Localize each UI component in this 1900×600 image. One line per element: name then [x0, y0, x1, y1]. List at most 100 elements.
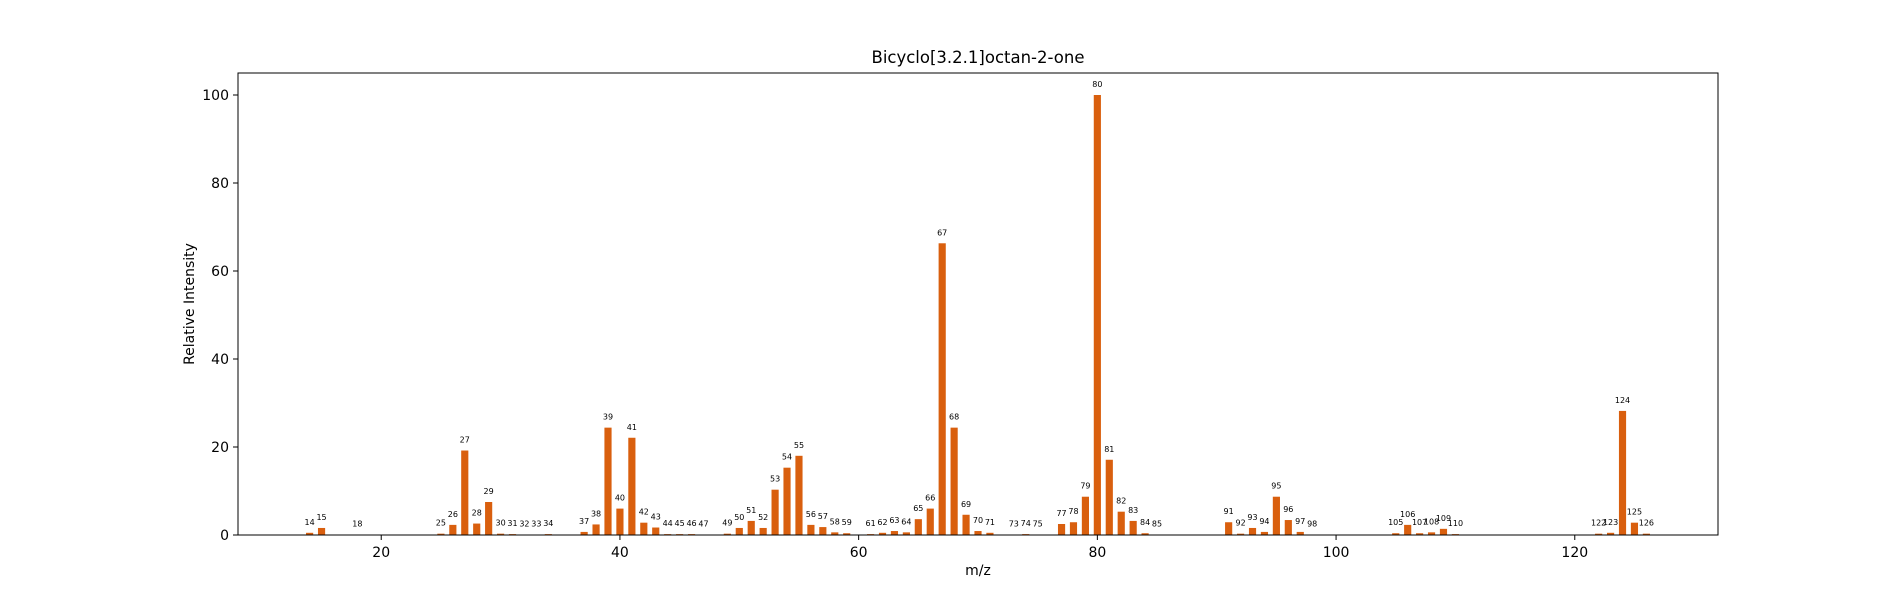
- bar-mz-94: [1260, 531, 1269, 535]
- x-tick-label: 80: [1088, 545, 1106, 561]
- bar-mz-25: [437, 533, 445, 535]
- bar-mz-70: [974, 531, 982, 535]
- bar-mz-82: [1117, 511, 1125, 535]
- data-label-mz-37: 37: [579, 517, 589, 526]
- data-label-mz-28: 28: [472, 509, 482, 518]
- data-label-mz-50: 50: [734, 513, 744, 522]
- bar-mz-59: [843, 533, 851, 535]
- bar-mz-68: [950, 427, 958, 535]
- data-label-mz-44: 44: [663, 519, 673, 528]
- bar-mz-55: [795, 455, 803, 535]
- bar-mz-50: [735, 527, 743, 535]
- data-label-mz-47: 47: [698, 520, 708, 529]
- y-tick-label: 40: [211, 352, 229, 368]
- bar-mz-64: [902, 532, 910, 535]
- data-label-mz-39: 39: [603, 413, 613, 422]
- data-label-mz-58: 58: [830, 517, 840, 526]
- bar-mz-108: [1427, 532, 1436, 535]
- data-label-mz-33: 33: [531, 520, 541, 529]
- y-tick-label: 60: [211, 264, 229, 280]
- bar-mz-80: [1093, 95, 1101, 535]
- bar-mz-14: [306, 532, 314, 535]
- data-label-mz-108: 108: [1424, 517, 1439, 526]
- bar-mz-38: [592, 524, 600, 535]
- data-label-mz-85: 85: [1152, 520, 1162, 529]
- x-tick-label: 60: [850, 545, 868, 561]
- data-label-mz-27: 27: [460, 436, 470, 445]
- data-label-mz-52: 52: [758, 513, 768, 522]
- bar-mz-39: [604, 427, 612, 535]
- bar-mz-62: [878, 532, 887, 535]
- bar-mz-65: [914, 519, 922, 535]
- data-label-mz-51: 51: [746, 506, 756, 515]
- x-tick-label: 100: [1323, 545, 1350, 561]
- data-label-mz-122: 122: [1591, 519, 1606, 528]
- data-label-mz-125: 125: [1627, 508, 1642, 517]
- bar-mz-30: [497, 533, 505, 535]
- data-label-mz-15: 15: [316, 513, 326, 522]
- bar-mz-54: [783, 467, 791, 535]
- data-label-mz-124: 124: [1615, 396, 1630, 405]
- bar-mz-28: [473, 523, 481, 535]
- data-label-mz-73: 73: [1009, 520, 1019, 529]
- bar-mz-123: [1607, 532, 1615, 535]
- data-label-mz-69: 69: [961, 500, 971, 509]
- data-label-mz-53: 53: [770, 475, 780, 484]
- data-label-mz-79: 79: [1080, 482, 1090, 491]
- data-label-mz-68: 68: [949, 413, 959, 422]
- bar-mz-58: [831, 532, 839, 535]
- data-label-mz-80: 80: [1092, 80, 1102, 89]
- data-label-mz-63: 63: [889, 516, 899, 525]
- data-label-mz-110: 110: [1448, 519, 1463, 528]
- bar-mz-81: [1105, 459, 1113, 535]
- bar-mz-122: [1595, 533, 1603, 535]
- bar-mz-66: [926, 508, 934, 535]
- plot-frame: [237, 72, 1719, 536]
- data-label-mz-97: 97: [1295, 517, 1305, 526]
- data-label-mz-18: 18: [352, 520, 362, 529]
- data-label-mz-75: 75: [1033, 520, 1043, 529]
- y-tick-label: 80: [211, 176, 229, 192]
- data-label-mz-105: 105: [1388, 518, 1403, 527]
- x-tick-label: 120: [1561, 545, 1588, 561]
- data-label-mz-62: 62: [877, 518, 887, 527]
- data-label-mz-29: 29: [484, 487, 494, 496]
- data-label-mz-31: 31: [507, 519, 517, 528]
- x-axis-ticks: 20 40 60 80 100 120: [372, 535, 1588, 561]
- data-label-mz-55: 55: [794, 441, 804, 450]
- bar-mz-53: [771, 489, 779, 535]
- bar-mz-97: [1296, 531, 1304, 535]
- bar-mz-71: [986, 532, 994, 535]
- bar-mz-93: [1248, 527, 1257, 535]
- bar-mz-57: [819, 527, 827, 535]
- x-axis-label: m/z: [965, 563, 991, 579]
- bars-layer: [306, 95, 1650, 535]
- data-label-mz-45: 45: [675, 519, 685, 528]
- data-label-mz-43: 43: [651, 513, 661, 522]
- bar-mz-109: [1439, 528, 1448, 535]
- bar-mz-95: [1272, 496, 1280, 535]
- data-label-mz-25: 25: [436, 519, 446, 528]
- bar-mz-77: [1057, 524, 1066, 535]
- bar-mz-125: [1630, 522, 1639, 535]
- bar-mz-96: [1284, 520, 1292, 535]
- data-label-mz-61: 61: [865, 519, 875, 528]
- chart-title: Bicyclo[3.2.1]octan-2-one: [872, 48, 1085, 67]
- bar-mz-78: [1069, 522, 1078, 535]
- data-label-mz-26: 26: [448, 510, 458, 519]
- bar-mz-41: [628, 437, 636, 535]
- bar-mz-63: [890, 531, 899, 535]
- data-label-mz-123: 123: [1603, 518, 1618, 527]
- data-label-mz-106: 106: [1400, 510, 1415, 519]
- bar-mz-84: [1141, 533, 1149, 535]
- data-label-mz-98: 98: [1307, 520, 1317, 529]
- y-tick-label: 100: [202, 88, 229, 104]
- data-label-mz-81: 81: [1104, 445, 1114, 454]
- bar-mz-124: [1618, 410, 1627, 535]
- x-tick-label: 40: [611, 545, 629, 561]
- bar-mz-67: [938, 243, 946, 535]
- data-label-mz-65: 65: [913, 504, 923, 513]
- data-label-mz-94: 94: [1259, 517, 1269, 526]
